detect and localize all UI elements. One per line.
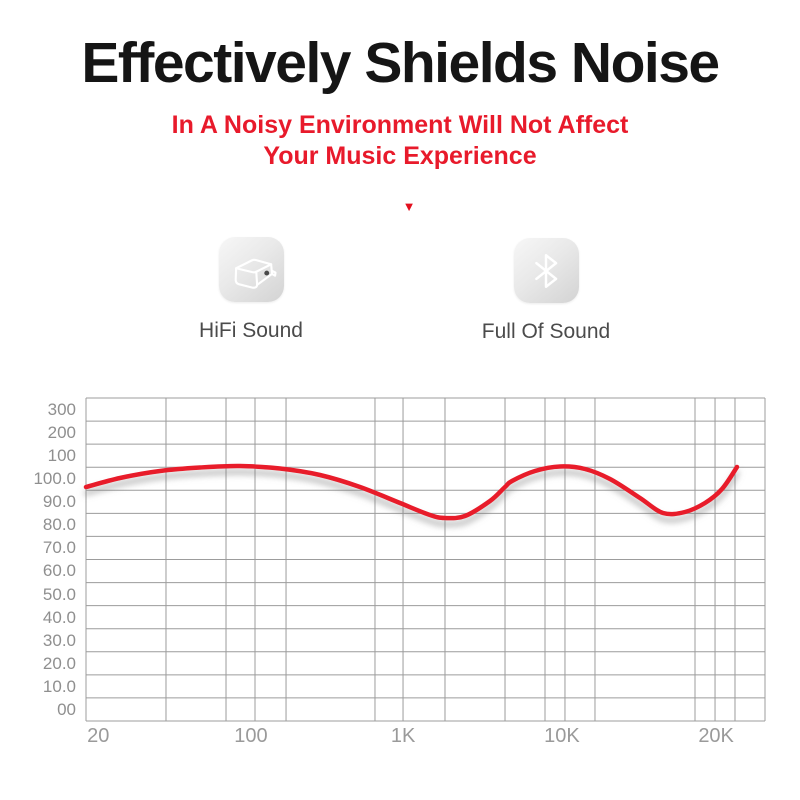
subtitle: In A Noisy Environment Will Not Affect Y… (0, 110, 800, 172)
y-tick-label: 10.0 (42, 676, 76, 696)
subtitle-line-2: Your Music Experience (263, 142, 537, 170)
feature-hifi-sound: HiFi Sound (151, 237, 351, 343)
y-tick-label: 40.0 (42, 607, 76, 627)
y-tick-label: 70.0 (42, 538, 76, 558)
feature-full-of-sound: Full Of Sound (446, 238, 646, 344)
x-tick-label: 20 (87, 725, 110, 747)
feature-label: Full Of Sound (481, 320, 611, 343)
subtitle-line-1: In A Noisy Environment Will Not Affect (171, 111, 629, 139)
x-tick-label: 10K (544, 725, 580, 747)
y-tick-label: 30.0 (42, 630, 76, 650)
x-tick-label: 20K (698, 725, 734, 747)
y-axis-tick-labels: 300 200 100 100.0 90.0 80.0 70.0 60.0 50.0 40.0 30… (24, 398, 76, 721)
feature-label: HiFi Sound (199, 319, 303, 342)
y-tick-label: 100.0 (33, 469, 76, 489)
y-tick-label: 100 (47, 446, 76, 466)
hifi-driver-icon (234, 258, 277, 289)
bluetooth-icon (535, 253, 558, 288)
x-axis-tick-labels: 20 100 1K 10K 20K (86, 725, 765, 755)
chart-svg (83, 397, 766, 722)
x-tick-label: 1K (390, 725, 416, 747)
chart-plot-area (83, 397, 766, 722)
y-tick-label: 60.0 (42, 561, 76, 581)
y-tick-label: 20.0 (42, 653, 76, 673)
y-tick-label: 50.0 (42, 584, 76, 604)
y-tick-label: 300 (47, 400, 76, 419)
feature-tile (513, 238, 579, 303)
page-title: Effectively Shields Noise (81, 31, 720, 95)
feature-tile (218, 237, 284, 302)
y-tick-label: 200 (47, 423, 76, 443)
x-tick-label: 100 (234, 725, 268, 747)
down-triangle-icon: ▼ (402, 199, 416, 214)
y-tick-label: 90.0 (42, 492, 76, 512)
y-tick-label: 80.0 (42, 515, 76, 535)
y-tick-label: 00 (57, 699, 76, 719)
